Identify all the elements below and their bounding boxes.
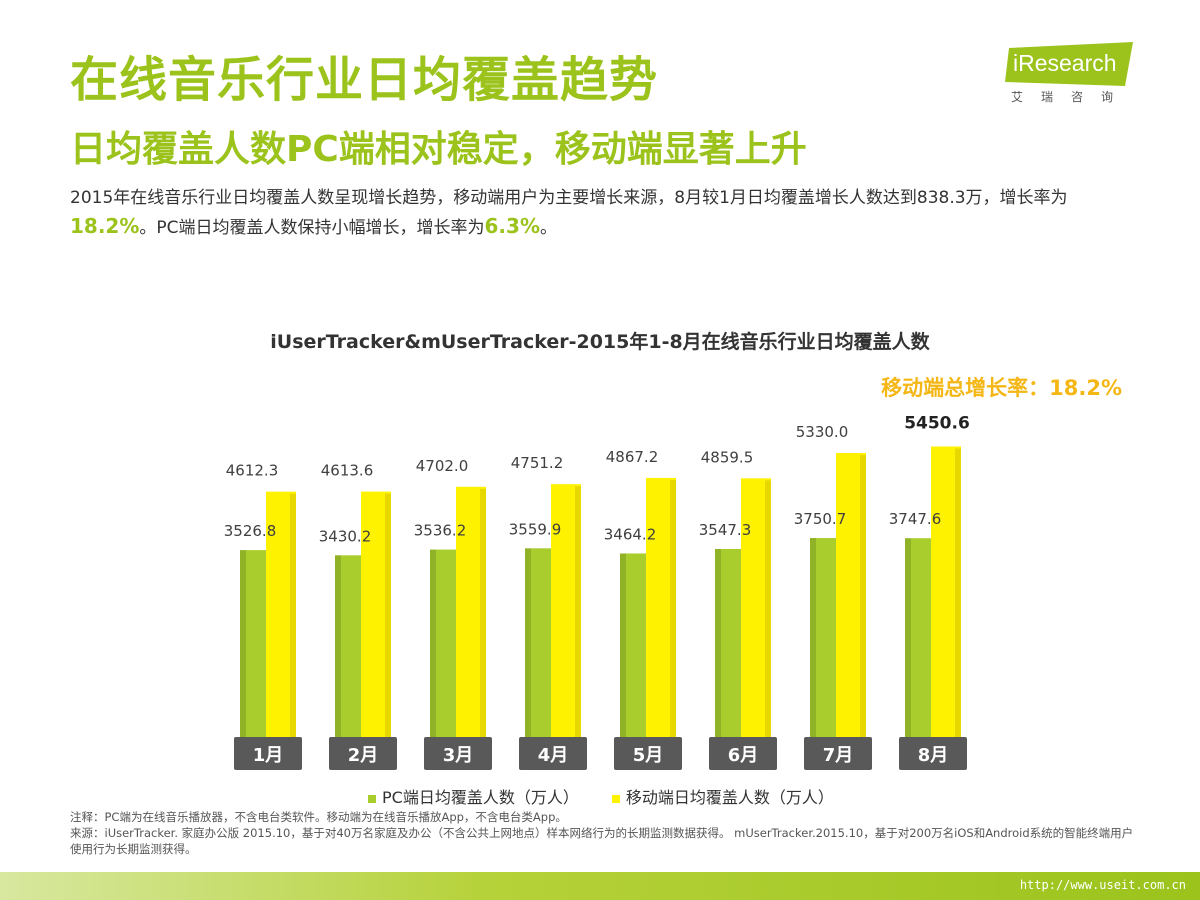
footnotes: 注释：PC端为在线音乐播放器，不含电台类软件。移动端为在线音乐播放App，不含电… bbox=[70, 809, 1140, 857]
legend-label-mobile: 移动端日均覆盖人数（万人） bbox=[625, 788, 834, 807]
logo-subtext: 艾瑞咨询 bbox=[1011, 90, 1132, 104]
page-title: 在线音乐行业日均覆盖趋势 bbox=[70, 52, 659, 108]
value-label-pc: 3547.3 bbox=[699, 521, 752, 539]
desc-text-1: 2015年在线音乐行业日均覆盖人数呈现增长趋势，移动端用户为主要增长来源，8月较… bbox=[70, 188, 1068, 208]
value-label-mobile: 4859.5 bbox=[701, 448, 754, 466]
category-tab bbox=[424, 737, 492, 770]
category-label: 2月 bbox=[348, 745, 379, 766]
category-label: 8月 bbox=[918, 745, 949, 766]
value-label-pc: 3464.2 bbox=[604, 525, 657, 543]
category-label: 4月 bbox=[538, 745, 569, 766]
legend-item-pc: PC端日均覆盖人数（万人） bbox=[368, 784, 579, 808]
value-label-pc: 3430.2 bbox=[319, 527, 372, 545]
value-label-mobile: 4867.2 bbox=[606, 448, 659, 466]
legend-label-pc: PC端日均覆盖人数（万人） bbox=[382, 788, 579, 807]
bar-mobile-side bbox=[575, 486, 581, 740]
logo-text: iResearch bbox=[1013, 50, 1117, 76]
chart-title: iUserTracker&mUserTracker-2015年1-8月在线音乐行… bbox=[270, 331, 930, 353]
growth-rate-label: 移动端总增长率：18.2% bbox=[881, 376, 1122, 400]
bar-mobile-side bbox=[670, 479, 676, 740]
note-line-2: 来源：iUserTracker. 家庭办公版 2015.10，基于对40万名家庭… bbox=[70, 826, 1134, 856]
bar-pc-side bbox=[810, 538, 816, 740]
bar-pc-side bbox=[715, 548, 721, 740]
description: 2015年在线音乐行业日均覆盖人数呈现增长趋势，移动端用户为主要增长来源，8月较… bbox=[70, 184, 1130, 242]
desc-highlight-1: 18.2% bbox=[70, 214, 140, 238]
bar-pc-side bbox=[430, 549, 436, 740]
category-label: 7月 bbox=[823, 745, 854, 766]
value-label-mobile: 4612.3 bbox=[226, 462, 279, 480]
iresearch-logo: iResearch 艾瑞咨询 bbox=[1005, 42, 1135, 104]
legend-item-mobile: 移动端日均覆盖人数（万人） bbox=[611, 784, 834, 808]
value-label-pc: 3526.8 bbox=[224, 522, 277, 540]
category-tab bbox=[234, 737, 302, 770]
category-tab bbox=[519, 737, 587, 770]
bar-mobile-side bbox=[385, 493, 391, 740]
value-label-mobile: 5330.0 bbox=[796, 423, 849, 441]
category-tab bbox=[614, 737, 682, 770]
value-label-mobile: 5450.6 bbox=[904, 414, 970, 434]
category-label: 6月 bbox=[728, 745, 759, 766]
value-label-pc: 3559.9 bbox=[509, 520, 562, 538]
desc-text-2: 。PC端日均覆盖人数保持小幅增长，增长率为 bbox=[139, 218, 485, 238]
category-tab bbox=[709, 737, 777, 770]
value-label-mobile: 4613.6 bbox=[321, 462, 374, 480]
bar-pc-side bbox=[525, 548, 531, 740]
bar-mobile-side bbox=[290, 493, 296, 740]
legend-swatch-mobile bbox=[611, 794, 620, 803]
value-label-pc: 3536.2 bbox=[414, 522, 467, 540]
bar-pc-side bbox=[240, 550, 246, 740]
category-tab bbox=[329, 737, 397, 770]
bar-mobile-side bbox=[480, 488, 486, 740]
value-label-pc: 3747.6 bbox=[889, 510, 942, 528]
bar-pc-side bbox=[620, 553, 626, 740]
legend-swatch-pc bbox=[368, 794, 376, 803]
category-label: 5月 bbox=[633, 745, 664, 766]
value-label-mobile: 4702.0 bbox=[416, 457, 469, 475]
bar-mobile-side bbox=[765, 480, 771, 740]
bar-pc-side bbox=[905, 538, 911, 740]
footer-bar bbox=[0, 872, 1200, 900]
page-subtitle: 日均覆盖人数PC端相对稳定，移动端显著上升 bbox=[70, 129, 807, 170]
category-label: 3月 bbox=[443, 745, 474, 766]
category-tab bbox=[899, 737, 967, 770]
category-label: 1月 bbox=[253, 745, 284, 766]
note-line-1: 注释：PC端为在线音乐播放器，不含电台类软件。移动端为在线音乐播放App，不含电… bbox=[70, 810, 567, 824]
bar-mobile-side bbox=[860, 455, 866, 740]
value-label-mobile: 4751.2 bbox=[511, 454, 564, 472]
category-tab bbox=[804, 737, 872, 770]
desc-text-3: 。 bbox=[539, 218, 557, 238]
value-label-pc: 3750.7 bbox=[794, 510, 847, 528]
desc-highlight-2: 6.3% bbox=[484, 214, 540, 238]
footer-url: http://www.useit.com.cn bbox=[1019, 878, 1186, 892]
bar-mobile-side bbox=[955, 448, 961, 740]
bar-pc-side bbox=[335, 555, 341, 740]
chart-legend: PC端日均覆盖人数（万人） 移动端日均覆盖人数（万人） bbox=[368, 784, 862, 808]
logo-tag-shape bbox=[1005, 42, 1133, 86]
